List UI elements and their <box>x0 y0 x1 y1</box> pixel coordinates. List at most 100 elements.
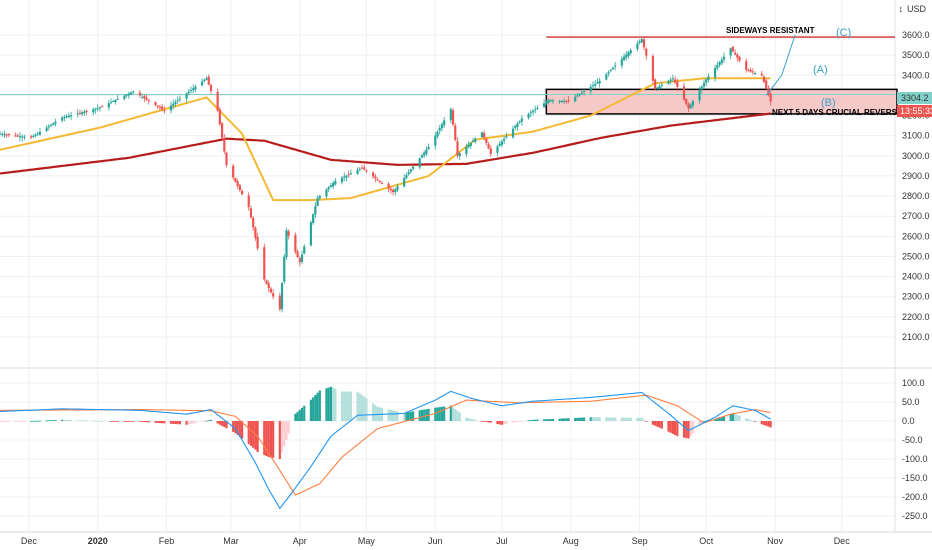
candle-body <box>411 166 415 169</box>
candle-body <box>500 141 504 145</box>
macd-histogram-bar <box>236 421 239 435</box>
macd-histogram-bar <box>609 417 612 421</box>
candle-body <box>469 142 472 146</box>
macd-histogram-bar <box>172 421 175 424</box>
time-axis[interactable]: Dec 2020 Feb Mar Apr May Jun Jul Aug Sep Oct Nov Dec <box>0 531 932 546</box>
macd-histogram-bar <box>81 420 84 422</box>
candle-body <box>318 195 321 199</box>
candle-body <box>14 135 17 137</box>
time-tick-label: Apr <box>293 536 307 546</box>
candle-body <box>534 109 537 111</box>
macd-histogram-bar <box>109 421 113 422</box>
candle-body <box>667 80 670 84</box>
candle-body <box>272 293 275 297</box>
price-tick-label: 2200.0 <box>902 312 930 322</box>
candle-body <box>3 134 6 136</box>
macd-histogram-bar <box>667 421 670 432</box>
candle-body <box>334 180 337 185</box>
candle-body <box>387 183 390 189</box>
macd-histogram-bar <box>303 405 306 421</box>
candle-body <box>436 131 439 137</box>
candle-body <box>722 56 726 60</box>
candle-body <box>391 189 395 193</box>
macd-histogram-bar <box>316 392 319 421</box>
candle-body <box>107 103 110 108</box>
candle-body <box>660 84 663 87</box>
candle-body <box>294 234 297 252</box>
candle-body <box>54 121 57 124</box>
macd-histogram-bar <box>567 418 570 421</box>
macd-histogram-bar <box>705 420 708 422</box>
macd-histogram-bar <box>636 417 639 421</box>
macd-histogram-bar <box>247 421 250 445</box>
macd-histogram-bar <box>114 421 117 422</box>
macd-histogram-bar <box>145 421 148 423</box>
price-tick-label: 2700.0 <box>902 211 930 221</box>
candle-body <box>158 106 162 108</box>
candle-body <box>287 231 290 236</box>
candle-body <box>656 87 659 89</box>
candle-body <box>98 107 102 109</box>
macd-histogram-bar <box>543 419 546 421</box>
macd-histogram-bar <box>220 421 224 426</box>
candle-body <box>578 93 581 96</box>
macd-histogram-bar <box>527 420 530 422</box>
macd-histogram-bar <box>620 417 623 421</box>
candle-body <box>81 112 84 115</box>
macd-histogram-bar <box>234 421 237 434</box>
candle-body <box>232 165 235 178</box>
candle-body <box>360 167 364 169</box>
macd-histogram-bar <box>141 421 144 422</box>
candle-body <box>420 155 424 158</box>
macd-histogram-bar <box>309 399 313 421</box>
candle-body <box>172 103 175 106</box>
macd-histogram-bar <box>278 421 281 459</box>
macd-histogram-bar <box>205 420 208 422</box>
candle-body <box>327 187 330 190</box>
candle-body <box>449 109 452 121</box>
macd-histogram-bar <box>360 395 364 421</box>
time-tick-label: Mar <box>223 536 239 546</box>
macd-histogram-bar <box>514 421 517 423</box>
candle-body <box>349 173 352 175</box>
macd-histogram-bar <box>767 421 770 427</box>
candle-body <box>707 76 710 80</box>
macd-histogram-bar <box>376 406 379 421</box>
candle-body <box>503 138 506 141</box>
candle-body <box>627 52 630 56</box>
candle-body <box>591 85 595 87</box>
macd-histogram-bar <box>372 403 375 421</box>
macd-histogram-bar <box>547 419 550 421</box>
candle-body <box>63 116 66 118</box>
candle-body <box>47 126 50 128</box>
macd-histogram-bar <box>96 420 99 422</box>
macd-histogram-bar <box>18 421 22 422</box>
time-tick-label: Jul <box>496 536 508 546</box>
macd-histogram-bar <box>436 407 439 421</box>
scale-toggle-icon[interactable]: ↕ <box>899 4 904 14</box>
macd-histogram-bar <box>125 421 128 422</box>
candle-body <box>423 152 426 156</box>
candle-body <box>147 99 150 101</box>
candle-body <box>247 195 250 207</box>
candle-body <box>409 169 412 172</box>
candle-body <box>685 98 688 104</box>
macd-histogram-bar <box>7 421 10 422</box>
macd-histogram-bar <box>702 420 706 422</box>
candle-body <box>156 105 159 107</box>
candle-body <box>465 146 468 155</box>
macd-histogram-bar <box>391 410 395 421</box>
candle-body <box>1 133 4 135</box>
macd-histogram-bar <box>138 421 142 422</box>
candlesticks <box>0 37 772 313</box>
macd-histogram-bar <box>300 407 304 421</box>
macd-histogram-bar <box>438 407 441 421</box>
candle-body <box>216 91 219 111</box>
macd-histogram-bar <box>443 406 446 421</box>
macd-histogram-bar <box>769 421 772 428</box>
macd-histogram-bar <box>403 412 406 421</box>
candle-body <box>200 81 204 86</box>
macd-histogram-bar <box>714 418 717 421</box>
candle-body <box>194 86 197 90</box>
